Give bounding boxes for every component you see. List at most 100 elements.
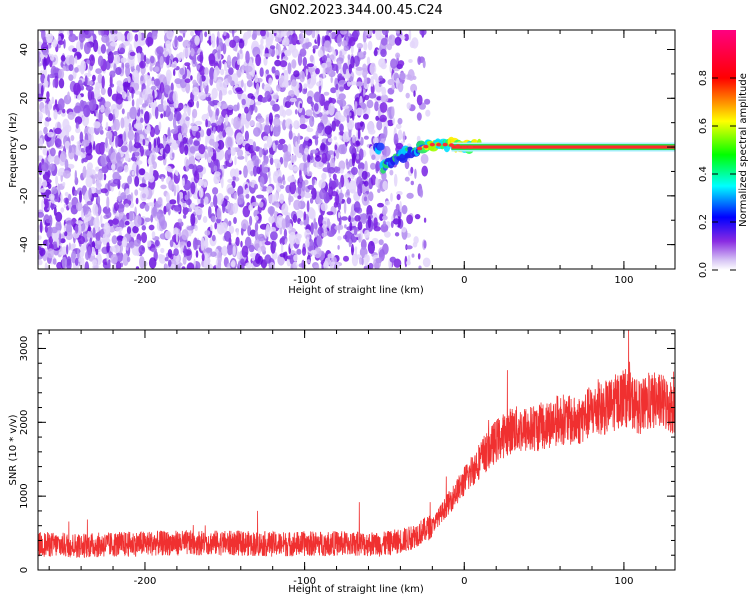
spectrogram-noise-cell xyxy=(204,31,208,38)
spectrogram-noise-cell xyxy=(222,81,228,94)
spectrogram-noise-cell xyxy=(195,165,204,173)
spectrogram-noise-cell xyxy=(150,55,155,64)
spectrogram-noise-cell xyxy=(217,251,222,264)
spectrogram-noise-cell xyxy=(353,201,361,213)
spectrogram-noise-cell xyxy=(179,67,185,75)
spectrogram-noise-cell xyxy=(294,109,298,115)
spectrogram-noise-cell xyxy=(163,205,167,215)
spectrogram-noise-cell xyxy=(109,70,116,78)
spectrogram-x-tick-label: -100 xyxy=(293,275,316,286)
spectrogram-noise-cell xyxy=(271,30,278,34)
spectrogram-noise-cell xyxy=(41,30,46,41)
spectrogram-noise-cell xyxy=(338,181,342,190)
spectrogram-noise-cell xyxy=(322,167,330,173)
spectrogram-noise-cell xyxy=(364,94,370,101)
spectrogram-noise-cell xyxy=(249,181,253,186)
spectrogram-noise-cell xyxy=(254,222,259,232)
spectrogram-noise-cell xyxy=(363,254,369,267)
spectrogram-noise-cell xyxy=(40,85,44,97)
spectrogram-noise-cell xyxy=(68,201,72,209)
spectrogram-noise-cell xyxy=(348,180,357,194)
spectrogram-noise-cell xyxy=(425,109,431,117)
spectrogram-noise-cell xyxy=(394,36,402,46)
spectrogram-noise-cell xyxy=(246,80,253,88)
spectrogram-noise-cell xyxy=(41,162,49,172)
spectrogram-noise-cell xyxy=(42,146,48,156)
spectrogram-noise-cell xyxy=(185,198,192,206)
spectrogram-noise-cell xyxy=(134,132,140,144)
spectrogram-noise-cell xyxy=(133,215,142,228)
spectrogram-noise-cell xyxy=(395,30,401,34)
spectrogram-noise-cell xyxy=(161,176,165,182)
spectrogram-noise-cell xyxy=(75,220,84,225)
spectrogram-noise-cell xyxy=(275,37,282,43)
spectrogram-noise-cell xyxy=(353,30,360,38)
spectrogram-noise-cell xyxy=(126,111,130,120)
spectrogram-noise-cell xyxy=(125,188,130,196)
spectrogram-noise-cell xyxy=(279,225,283,235)
spectrogram-noise-cell xyxy=(326,30,330,36)
spectrogram-noise-cell xyxy=(311,30,316,39)
spectrogram-noise-cell xyxy=(273,116,281,127)
spectrogram-noise-cell xyxy=(83,42,91,55)
spectrogram-noise-cell xyxy=(143,54,147,63)
spectrogram-noise-cell xyxy=(348,129,352,138)
spectrogram-noise-cell xyxy=(166,135,173,144)
spectrogram-noise-cell xyxy=(42,48,49,56)
spectrogram-noise-cell xyxy=(306,63,314,68)
spectrogram-noise-cell xyxy=(159,82,165,94)
spectrogram-noise-cell xyxy=(268,176,272,185)
spectrogram-noise-cell xyxy=(312,45,319,50)
spectrogram-noise-cell xyxy=(308,139,312,144)
spectrogram-noise-cell xyxy=(126,194,132,201)
spectrogram-noise-cell xyxy=(310,222,314,235)
spectrogram-noise-cell xyxy=(47,170,51,178)
spectrogram-noise-cell xyxy=(95,81,101,91)
spectrogram-noise-cell xyxy=(307,154,311,163)
spectrogram-noise-cell xyxy=(67,91,70,100)
spectrogram-noise-cell xyxy=(348,215,351,223)
spectrogram-noise-cell xyxy=(313,247,322,259)
spectrogram-noise-cell xyxy=(245,262,253,269)
spectrogram-noise-cell xyxy=(355,66,364,71)
spectrogram-noise-cell xyxy=(244,65,253,73)
spectrogram-noise-cell xyxy=(246,99,255,106)
spectrogram-noise-cell xyxy=(184,78,191,83)
spectrogram-noise-cell xyxy=(349,112,352,117)
spectrogram-noise-cell xyxy=(39,220,43,234)
spectrogram-noise-cell xyxy=(112,171,120,181)
spectrogram-noise-cell xyxy=(179,141,185,155)
spectrogram-noise-cell xyxy=(321,152,328,164)
spectrogram-noise-cell xyxy=(68,55,75,67)
spectrogram-noise-cell xyxy=(399,201,402,213)
spectrogram-noise-cell xyxy=(306,96,313,105)
spectrogram-noise-cell xyxy=(53,155,61,165)
spectrogram-noise-cell xyxy=(247,93,254,99)
spectrogram-noise-cell xyxy=(211,87,218,100)
spectrogram-noise-cell xyxy=(327,150,334,156)
spectrogram-noise-cell xyxy=(64,191,69,197)
spectrogram-noise-cell xyxy=(199,65,206,76)
spectrogram-noise-cell xyxy=(340,30,348,35)
spectrogram-noise-cell xyxy=(58,251,67,256)
spectrogram-noise-cell xyxy=(170,63,176,68)
spectrogram-noise-cell xyxy=(319,188,327,200)
spectrogram-noise-cell xyxy=(237,52,240,62)
spectrogram-noise-cell xyxy=(322,54,327,63)
spectrogram-noise-cell xyxy=(289,154,297,163)
spectrogram-noise-cell xyxy=(100,30,105,37)
spectrogram-noise-cell xyxy=(135,197,139,205)
spectrogram-noise-cell xyxy=(378,58,386,68)
spectrogram-noise-cell xyxy=(245,152,248,163)
colorbar-ticks: 0.0 0.2 0.4 0.6 0.8 xyxy=(698,70,736,278)
spectrogram-noise-cell xyxy=(253,127,261,137)
spectrogram-noise-cell xyxy=(153,78,161,87)
spectrogram-noise-cell xyxy=(364,180,369,187)
spectrogram-noise-cell xyxy=(57,172,62,176)
spectrogram-noise-cell xyxy=(192,79,197,86)
spectrogram-noise-cell xyxy=(150,85,157,91)
spectrogram-noise-cell xyxy=(211,234,216,242)
spectrogram-noise-cell xyxy=(339,135,343,140)
spectrogram-noise-cell xyxy=(330,87,337,94)
